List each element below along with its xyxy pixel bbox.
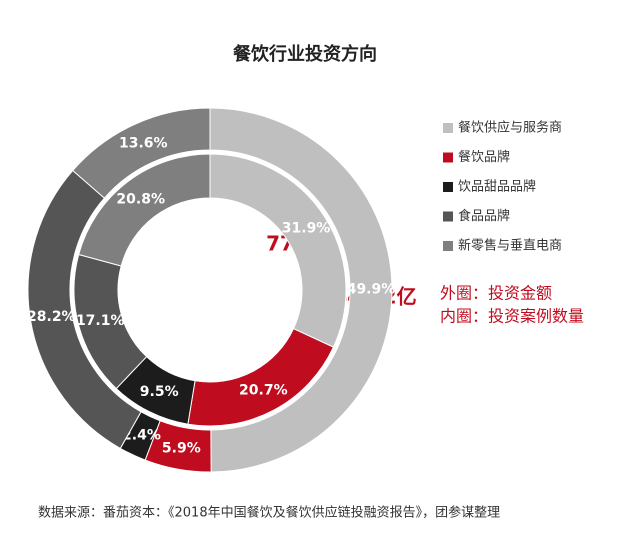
legend-label: 饮品甜品品牌 xyxy=(458,179,536,195)
chart-title: 餐饮行业投资方向 xyxy=(232,43,377,65)
legend-label: 食品品牌 xyxy=(458,208,510,224)
data-label: 31.9% xyxy=(282,221,331,237)
data-label: 20.7% xyxy=(239,383,288,399)
donut-slice xyxy=(78,153,211,267)
data-label: 5.9% xyxy=(162,440,201,456)
annotation: 内圈：投资案例数量 xyxy=(440,307,584,326)
legend-label: 餐饮供应与服务商 xyxy=(458,120,562,136)
data-label: 13.6% xyxy=(119,135,168,151)
data-label: 2.4% xyxy=(122,428,161,444)
donut-slice xyxy=(209,153,347,348)
legend-swatch xyxy=(443,123,453,133)
legend-swatch xyxy=(443,211,453,222)
data-label: 49.9% xyxy=(347,281,396,297)
data-label: 20.8% xyxy=(116,191,165,207)
data-label: 28.2% xyxy=(27,309,76,325)
legend-label: 新零售与垂直电商 xyxy=(458,238,562,254)
data-label: 17.1% xyxy=(76,313,125,329)
legend-swatch xyxy=(443,241,453,251)
legend-swatch xyxy=(443,182,453,192)
annotation: 外圈：投资金额 xyxy=(440,284,552,303)
legend-swatch xyxy=(443,152,453,163)
source-note: 数据来源：番茄资本：《2018年中国餐饮及餐饮供应链投融资报告》，团参谋整理 xyxy=(38,505,500,521)
data-label: 9.5% xyxy=(140,384,179,400)
donut-slice xyxy=(72,107,211,199)
legend-label: 餐饮品牌 xyxy=(458,149,510,165)
donut-slice xyxy=(209,107,393,473)
